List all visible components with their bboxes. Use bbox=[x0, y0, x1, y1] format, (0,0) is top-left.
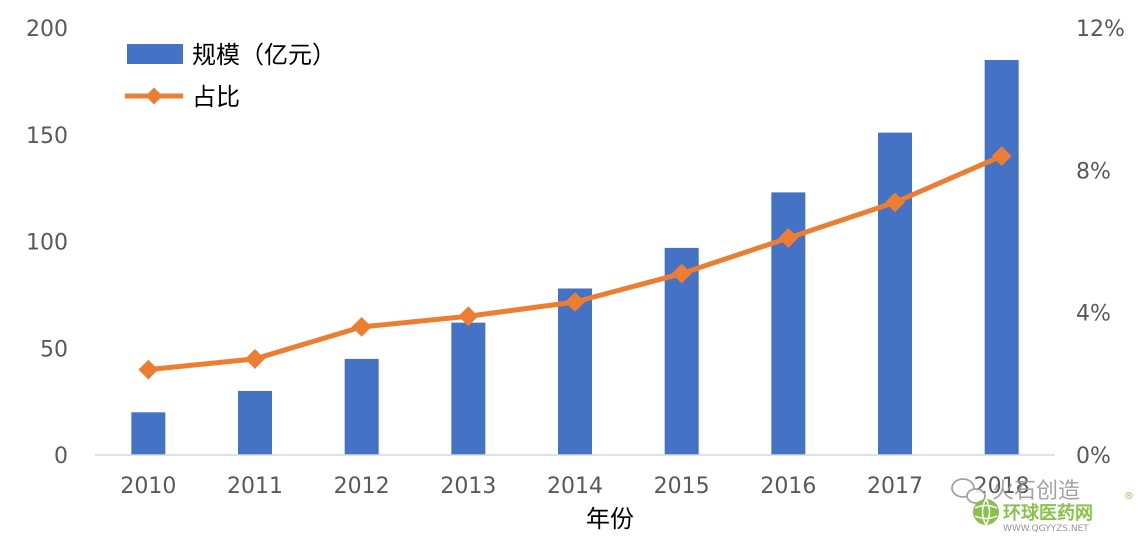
wechat-icon bbox=[951, 478, 986, 504]
watermark-site-name: 环球医药网 bbox=[1003, 502, 1093, 524]
watermark-registered: ® bbox=[1124, 491, 1134, 502]
x-tick-label: 2010 bbox=[120, 474, 176, 499]
watermark: 火石创造 环球医药网 ® WWW.QGYYZS.NET bbox=[951, 478, 1134, 534]
line-point-2014 bbox=[565, 292, 585, 312]
x-tick-label: 2013 bbox=[440, 474, 496, 499]
bar-2018 bbox=[984, 60, 1019, 456]
y2-axis-ticks: 0% 4% 8% 12% bbox=[1076, 17, 1125, 469]
legend-swatch-marker bbox=[145, 87, 163, 105]
watermark-site-url: WWW.QGYYZS.NET bbox=[1003, 524, 1089, 534]
legend-label-bar: 规模（亿元） bbox=[192, 41, 336, 69]
x-tick-label: 2014 bbox=[547, 474, 603, 499]
line-point-2010 bbox=[138, 359, 159, 380]
y-tick-label: 150 bbox=[26, 124, 68, 149]
legend-label-line: 占比 bbox=[192, 83, 240, 111]
bar-2013 bbox=[451, 322, 486, 455]
globe-icon bbox=[973, 498, 999, 527]
x-tick-label: 2012 bbox=[334, 474, 390, 499]
legend: 规模（亿元） 占比 bbox=[125, 41, 336, 111]
line-point-2012 bbox=[351, 317, 372, 337]
y-tick-label: 50 bbox=[40, 337, 68, 362]
x-tick-label: 2011 bbox=[227, 474, 283, 499]
legend-swatch-bar bbox=[127, 44, 183, 64]
x-tick-label: 2016 bbox=[760, 474, 816, 499]
bar-2014 bbox=[558, 288, 592, 455]
y2-tick-label: 4% bbox=[1076, 302, 1111, 327]
x-axis-ticks: 2010 2011 2012 2013 2014 2015 2016 2017 2018 bbox=[120, 474, 1029, 499]
x-tick-label: 2017 bbox=[867, 474, 923, 499]
y-tick-label: 100 bbox=[26, 231, 68, 256]
x-tick-label: 2015 bbox=[654, 474, 710, 499]
bar-2012 bbox=[344, 358, 379, 455]
line-point-2011 bbox=[245, 349, 265, 369]
line-point-2013 bbox=[458, 306, 479, 327]
bar-2017 bbox=[878, 132, 912, 456]
watermark-wechat-text: 火石创造 bbox=[992, 479, 1080, 504]
y-tick-label: 0 bbox=[54, 444, 68, 469]
y2-tick-label: 8% bbox=[1076, 159, 1111, 184]
line-point-2015 bbox=[671, 263, 692, 284]
x-axis-label: 年份 bbox=[586, 505, 634, 533]
y-tick-label: 200 bbox=[26, 17, 68, 42]
line-series bbox=[138, 146, 1012, 380]
y2-tick-label: 0% bbox=[1076, 444, 1111, 469]
y-axis-ticks: 0 50 100 150 200 bbox=[26, 17, 68, 469]
bar-2011 bbox=[238, 390, 272, 455]
bar-2010 bbox=[131, 412, 166, 455]
y2-tick-label: 12% bbox=[1076, 17, 1125, 42]
bar-series bbox=[131, 60, 1019, 456]
